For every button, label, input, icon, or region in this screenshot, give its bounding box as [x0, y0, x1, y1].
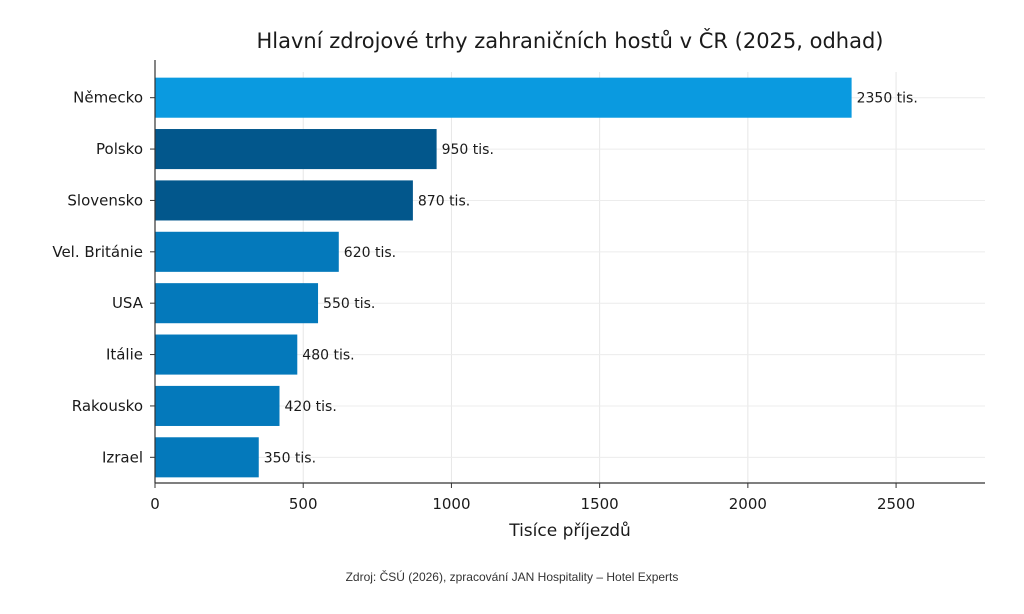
x-axis-label: Tisíce příjezdů — [508, 521, 631, 541]
value-label: 420 tis. — [285, 399, 337, 415]
category-label: Izrael — [102, 448, 143, 466]
bar — [155, 437, 259, 478]
value-label: 950 tis. — [442, 142, 494, 158]
bars — [155, 77, 852, 478]
x-tick-label: 2500 — [877, 495, 915, 513]
value-label: 480 tis. — [302, 348, 354, 364]
category-label: Německo — [73, 89, 143, 107]
value-label: 870 tis. — [418, 193, 470, 209]
x-tick-label: 2000 — [729, 495, 767, 513]
axes — [150, 60, 985, 488]
category-label: Vel. Británie — [52, 243, 143, 261]
x-tick-label: 500 — [289, 495, 318, 513]
labels: Německo 2350 tis. Polsko 950 tis. Slovensko 8… — [52, 89, 917, 513]
value-label: 350 tis. — [264, 450, 316, 466]
x-tick-label: 1000 — [432, 495, 470, 513]
category-label: Polsko — [96, 140, 143, 158]
bar — [155, 180, 413, 221]
value-label: 2350 tis. — [857, 91, 918, 107]
bar — [155, 385, 280, 426]
bar — [155, 334, 298, 375]
category-label: Itálie — [106, 346, 143, 364]
source-note: Zdroj: ČSÚ (2026), zpracování JAN Hospit… — [345, 570, 679, 584]
bar — [155, 231, 339, 272]
value-label: 620 tis. — [344, 245, 396, 261]
category-label: Rakousko — [72, 397, 143, 415]
chart-title: Hlavní zdrojové trhy zahraničních hostů … — [256, 28, 883, 53]
x-tick-label: 1500 — [581, 495, 619, 513]
bar — [155, 283, 319, 324]
value-label: 550 tis. — [323, 296, 375, 312]
category-label: Slovensko — [67, 191, 143, 209]
bar — [155, 77, 852, 118]
x-tick-label: 0 — [150, 495, 160, 513]
category-label: USA — [112, 294, 144, 312]
bar — [155, 129, 437, 170]
